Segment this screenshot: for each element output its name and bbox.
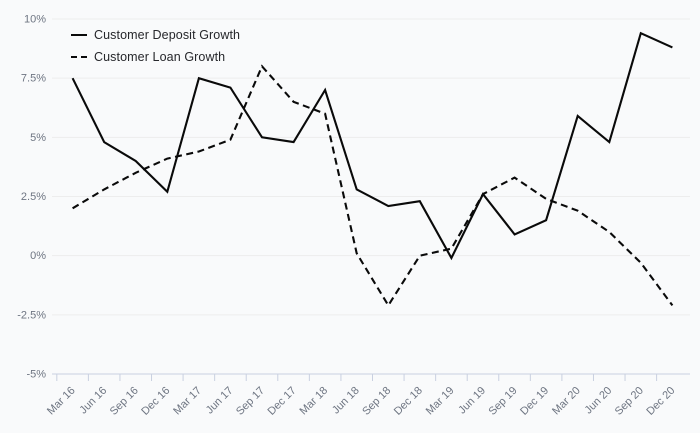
- x-tick-label: Sep 17: [234, 385, 267, 418]
- x-tick-label: Mar 16: [45, 385, 78, 418]
- dashed-line-swatch: [71, 55, 87, 58]
- legend-item-deposit-growth: Customer Deposit Growth: [71, 27, 240, 42]
- solid-line-swatch: [71, 33, 87, 36]
- x-tick-label: Dec 17: [266, 385, 299, 418]
- x-tick-label: Jun 19: [456, 385, 488, 417]
- x-tick-label: Mar 19: [424, 385, 457, 418]
- y-tick-label: 7.5%: [21, 73, 46, 85]
- x-tick-label: Jun 20: [583, 385, 615, 417]
- y-tick-label: 5%: [30, 132, 46, 144]
- legend-label-deposit-growth: Customer Deposit Growth: [94, 27, 241, 42]
- legend-label-loan-growth: Customer Loan Growth: [94, 49, 226, 64]
- chart-legend: Customer Deposit Growth Customer Loan Gr…: [71, 27, 240, 64]
- x-tick-label: Dec 20: [644, 385, 677, 418]
- x-tick-label: Jun 18: [330, 385, 362, 417]
- customer-deposit-growth-line: [71, 31, 673, 261]
- x-tick-label: Sep 19: [487, 385, 520, 418]
- x-tick-label: Mar 18: [298, 385, 331, 418]
- x-tick-label: Dec 16: [139, 385, 172, 418]
- x-tick-label: Sep 18: [360, 385, 393, 418]
- customer-loan-growth-line: [72, 64, 674, 308]
- y-tick-label: -5%: [26, 369, 46, 381]
- x-tick-label: Jun 17: [204, 385, 236, 417]
- x-tick-label: Sep 16: [108, 385, 141, 418]
- y-tick-label: 0%: [30, 250, 46, 262]
- y-tick-label: 2.5%: [21, 191, 46, 203]
- x-tick-label: Jun 16: [77, 385, 109, 417]
- y-tick-label: 10%: [24, 14, 46, 26]
- x-tick-label: Dec 19: [518, 385, 551, 418]
- y-tick-label: -2.5%: [17, 309, 46, 321]
- x-tick-label: Dec 18: [392, 385, 425, 418]
- legend-item-loan-growth: Customer Loan Growth: [71, 49, 240, 64]
- x-tick-label: Mar 17: [171, 385, 204, 418]
- x-tick-label: Mar 20: [550, 385, 583, 418]
- x-tick-label: Sep 20: [613, 385, 646, 418]
